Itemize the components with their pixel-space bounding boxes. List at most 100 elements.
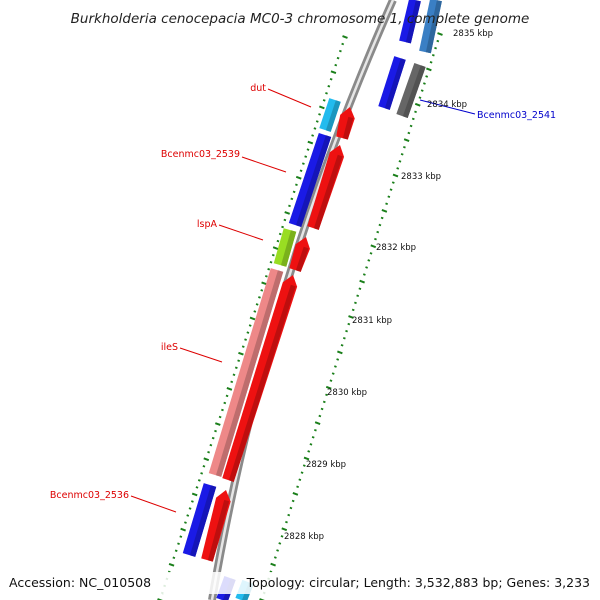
major-tick — [214, 422, 221, 426]
gene-label-bcenmc03-2539: Bcenmc03_2539 — [161, 149, 240, 160]
minor-tick — [418, 96, 422, 99]
minor-tick — [414, 110, 417, 114]
minor-tick — [425, 75, 429, 78]
minor-tick — [307, 450, 311, 453]
minor-tick — [296, 485, 300, 489]
gene-bcenmc03-2541-gray-shade — [402, 65, 426, 118]
minor-tick — [322, 99, 326, 102]
minor-tick — [184, 521, 187, 524]
minor-tick — [351, 308, 355, 312]
gene-bcenmc03-2539-reverse — [288, 132, 332, 228]
gene-top-steel-shade — [425, 0, 442, 54]
major-tick — [381, 209, 388, 213]
minor-tick — [278, 232, 282, 236]
minor-tick — [209, 443, 213, 447]
minor-tick — [276, 549, 279, 552]
bcenmc03-2541-connector — [419, 99, 476, 115]
major-tick — [319, 105, 325, 110]
minor-tick — [327, 85, 331, 88]
minor-tick — [420, 89, 424, 92]
major-tick — [168, 562, 175, 567]
minor-tick — [288, 204, 291, 208]
minor-tick — [276, 239, 280, 243]
genome-backbone — [208, 0, 397, 600]
gene-label-bcenmc03-2536: Bcenmc03_2536 — [50, 490, 129, 501]
minor-tick — [174, 549, 178, 552]
gene-labels: dut Bcenmc03_2539 lspA ileS Bcenmc03_253… — [50, 83, 556, 501]
minor-tick — [248, 324, 252, 327]
minor-tick — [280, 535, 284, 538]
tick-tracks — [157, 32, 443, 600]
minor-tick — [385, 202, 389, 206]
ileS-connector — [179, 347, 223, 363]
minor-tick — [311, 134, 315, 137]
kbp-label-2831: 2831 kbp — [352, 316, 392, 326]
minor-tick — [374, 237, 377, 241]
minor-tick — [302, 464, 306, 467]
minor-tick — [255, 303, 259, 306]
gene-bcenmc03-2541-blue — [378, 56, 406, 110]
minor-tick — [329, 77, 333, 81]
minor-tick — [230, 380, 234, 384]
minor-tick — [342, 336, 346, 340]
minor-tick — [340, 344, 344, 347]
minor-tick — [267, 267, 271, 271]
minor-tick — [179, 535, 183, 538]
major-tick — [337, 350, 343, 355]
minor-tick — [291, 499, 295, 503]
minor-tick — [289, 506, 293, 510]
gene-bcenmc03-2539-forward — [307, 145, 345, 230]
minor-tick — [329, 379, 333, 382]
minor-tick — [299, 169, 303, 172]
major-tick — [259, 598, 265, 600]
gene-lspA-reverse — [273, 228, 297, 267]
minor-tick — [281, 225, 284, 229]
minor-tick — [313, 428, 317, 432]
minor-tick — [318, 113, 321, 116]
major-tick — [238, 351, 244, 356]
gene-dut-forward-shade — [342, 116, 354, 140]
gene-ileS-reverse — [208, 268, 284, 477]
minor-tick — [214, 429, 217, 433]
gene-bcenmc03-2541-gray — [396, 63, 426, 118]
gene-features — [182, 0, 442, 600]
minor-tick — [221, 408, 224, 412]
minor-tick — [354, 301, 357, 305]
kbp-label-2830: 2830 kbp — [327, 388, 367, 398]
inner-tick-track — [259, 32, 443, 600]
gene-bcenmc03-2541-blue-shade — [384, 58, 406, 110]
footer-background — [0, 572, 600, 594]
major-tick — [359, 279, 365, 284]
minor-tick — [290, 197, 294, 201]
minor-tick — [429, 61, 433, 64]
major-tick — [348, 315, 354, 319]
minor-tick — [237, 359, 241, 362]
minor-tick — [431, 53, 435, 57]
minor-tick — [264, 275, 268, 278]
major-tick — [226, 387, 233, 391]
major-tick — [426, 67, 432, 72]
minor-tick — [423, 82, 426, 85]
major-tick — [270, 562, 276, 567]
minor-tick — [325, 393, 328, 397]
gene-lspA-forward — [289, 237, 310, 272]
minor-tick — [336, 56, 340, 60]
major-tick — [342, 35, 348, 39]
minor-tick — [202, 465, 206, 468]
minor-tick — [365, 266, 368, 269]
minor-tick — [367, 259, 371, 262]
kbp-label-2833: 2833 kbp — [401, 172, 441, 182]
minor-tick — [334, 365, 337, 368]
minor-tick — [315, 120, 319, 123]
gene-dut-forward-body — [336, 107, 355, 140]
minor-tick — [188, 507, 192, 510]
gene-bcenmc03-2536-reverse-shade — [189, 485, 217, 557]
minor-tick — [234, 366, 238, 370]
gene-lspA-reverse-shade — [280, 230, 297, 267]
minor-tick — [358, 287, 362, 290]
minor-tick — [341, 42, 345, 46]
major-tick — [307, 140, 314, 145]
gene-bcenmc03-2536-reverse — [182, 483, 217, 557]
gene-ileS-forward-shade — [228, 284, 296, 482]
